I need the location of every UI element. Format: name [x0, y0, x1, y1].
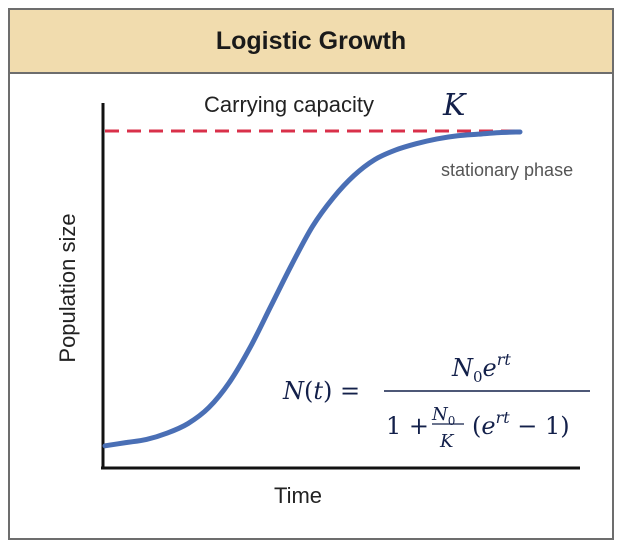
- formula-inner-denominator: K: [439, 431, 455, 452]
- logistic-formula: N(t) = N0ert 1 + N0 K (ert − 1): [282, 350, 590, 452]
- title-bar: Logistic Growth: [10, 10, 612, 74]
- population-curve: [102, 129, 523, 449]
- carrying-capacity-label: Carrying capacity: [204, 92, 374, 117]
- x-axis-label: Time: [274, 483, 322, 508]
- formula-denominator-start: 1 +: [386, 412, 429, 440]
- formula-lhs: N(t) =: [282, 377, 360, 405]
- formula-numerator: N0ert: [451, 350, 511, 386]
- figure-frame: Logistic Growth: [8, 8, 614, 540]
- formula-inner-numerator: N0: [431, 404, 455, 428]
- y-axis-label: Population size: [55, 213, 80, 362]
- formula-denominator-end: (ert − 1): [472, 408, 570, 440]
- chart-title: Logistic Growth: [215, 26, 407, 55]
- stationary-phase-label: stationary phase: [441, 160, 573, 180]
- carrying-capacity-symbol: K: [442, 88, 467, 123]
